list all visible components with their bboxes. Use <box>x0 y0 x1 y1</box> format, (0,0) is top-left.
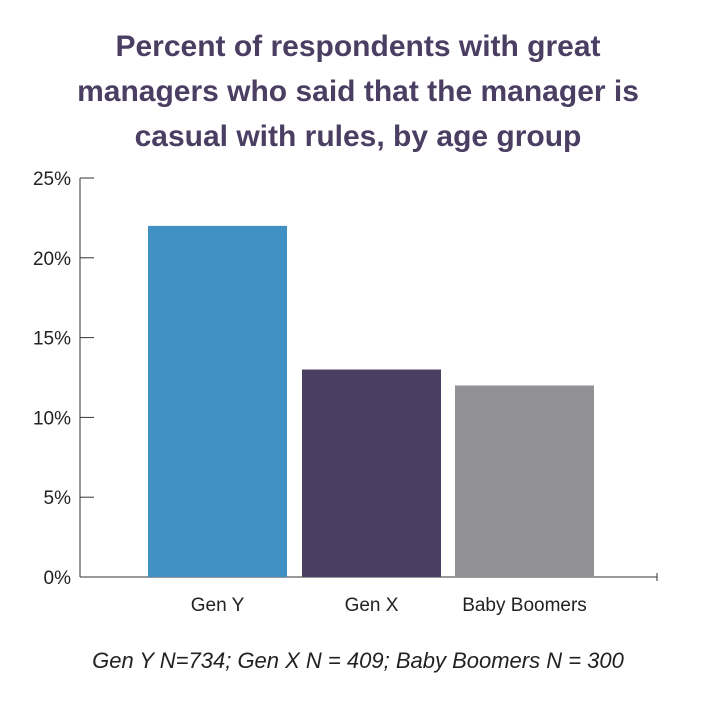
y-tick-label: 0% <box>44 568 72 589</box>
x-category-label: Gen X <box>345 595 399 616</box>
chart-title-line-2: managers who said that the manager is <box>77 75 639 108</box>
y-tick-label: 15% <box>33 329 71 350</box>
bar-gen-x <box>302 369 441 577</box>
chart-title-line-1: Percent of respondents with great <box>115 30 601 63</box>
y-tick-label: 20% <box>33 249 71 270</box>
y-tick-label: 5% <box>44 488 72 509</box>
sample-size-note: Gen Y N=734; Gen X N = 409; Baby Boomers… <box>92 648 624 673</box>
y-tick-label: 10% <box>33 408 71 429</box>
x-category-label: Gen Y <box>191 595 245 616</box>
x-category-label: Baby Boomers <box>462 595 587 616</box>
bar-baby-boomers <box>455 385 594 577</box>
y-tick-label: 25% <box>33 169 71 190</box>
bar-gen-y <box>148 225 287 577</box>
chart-title: Percent of respondents with great manage… <box>0 24 716 159</box>
chart-title-line-3: casual with rules, by age group <box>134 120 582 153</box>
